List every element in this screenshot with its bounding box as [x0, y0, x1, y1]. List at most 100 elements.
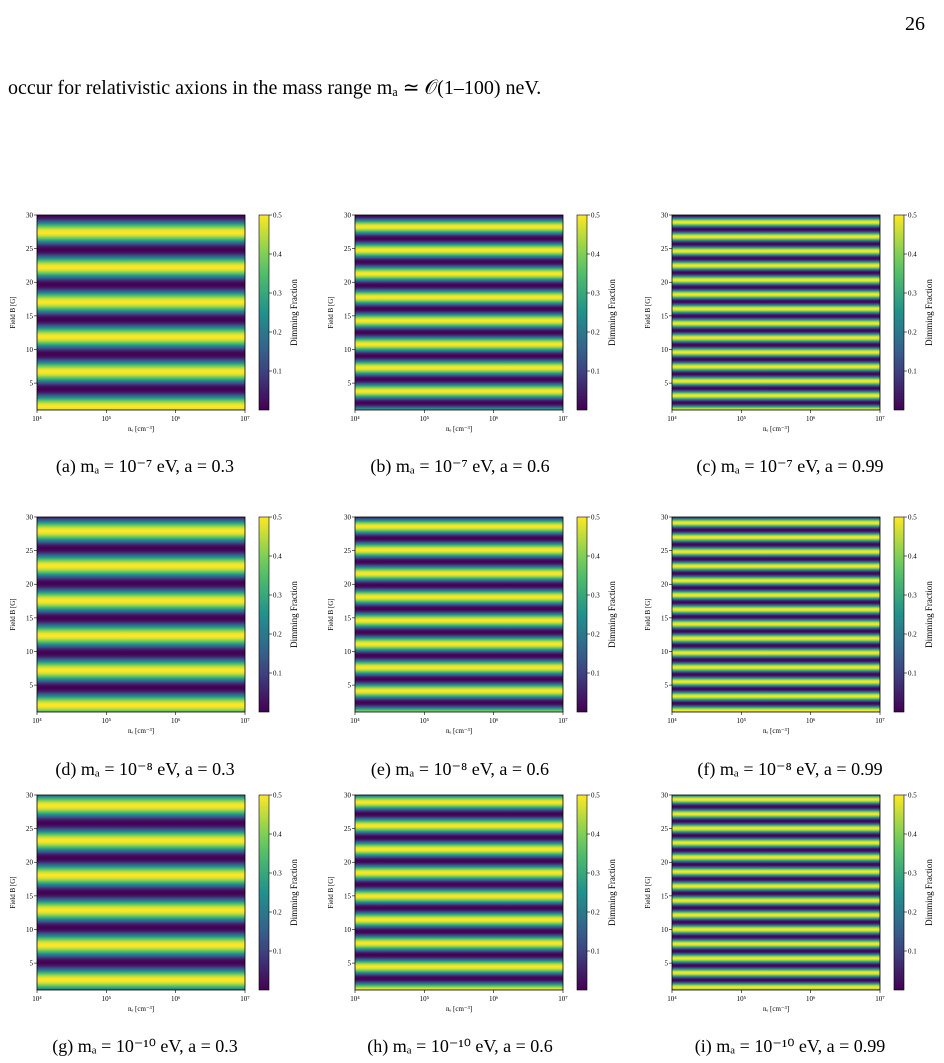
caption: (g) mₐ = 10⁻¹⁰ eV, a = 0.3 [52, 1036, 237, 1057]
colorbar-tick-label: 0.3 [273, 870, 282, 878]
colorbar-tick-label: 0.2 [591, 631, 600, 639]
colorbar-label: Dimming Fraction [924, 279, 934, 346]
colorbar-tick-label: 0.1 [591, 948, 600, 956]
x-tick-label: 10⁷ [558, 415, 568, 423]
y-axis-label: Field B [G] [9, 876, 17, 908]
y-tick-label: 20 [26, 859, 34, 867]
x-tick-label: 10⁶ [171, 415, 181, 423]
y-tick-label: 15 [344, 312, 352, 320]
x-tick-label: 10⁴ [667, 415, 677, 423]
x-tick-label: 10⁷ [875, 995, 885, 1003]
heatmap [36, 516, 246, 713]
x-tick-label: 10⁶ [806, 415, 816, 423]
y-tick-label: 30 [661, 792, 669, 800]
y-tick-label: 20 [344, 859, 352, 867]
caption: (a) mₐ = 10⁻⁷ eV, a = 0.3 [56, 456, 234, 477]
y-tick-label: 25 [26, 245, 34, 253]
y-tick-label: 5 [348, 682, 352, 690]
y-tick-label: 25 [661, 825, 669, 833]
y-tick-label: 10 [344, 346, 352, 354]
caption: (e) mₐ = 10⁻⁸ eV, a = 0.6 [371, 759, 549, 780]
colorbar-tick-label: 0.4 [273, 251, 282, 259]
x-tick-label: 10⁴ [667, 995, 677, 1003]
heatmap [354, 794, 564, 991]
y-tick-label: 30 [26, 514, 34, 522]
colorbar-tick-label: 0.2 [273, 631, 282, 639]
colorbar-tick-label: 0.1 [908, 670, 917, 678]
panel: 5 10 15 20 25 30 10⁴ 10⁵ 10⁶ 10⁷ nₑ [cm⁻³] Field B … [327, 792, 617, 1058]
colorbar [258, 214, 270, 411]
y-axis-label: Field B [G] [644, 296, 652, 328]
x-tick-label: 10⁷ [558, 995, 568, 1003]
y-tick-label: 5 [348, 960, 352, 968]
heatmap [36, 794, 246, 991]
colorbar-tick-label: 0.2 [591, 909, 600, 917]
caption: (i) mₐ = 10⁻¹⁰ eV, a = 0.99 [695, 1036, 886, 1057]
x-axis-label: nₑ [cm⁻³] [763, 1005, 789, 1013]
colorbar-tick-label: 0.2 [591, 329, 600, 337]
colorbar-tick-label: 0.4 [591, 251, 600, 259]
colorbar-tick-label: 0.1 [273, 368, 282, 376]
x-tick-label: 10⁴ [32, 717, 42, 725]
colorbar-tick-label: 0.3 [908, 870, 917, 878]
colorbar-tick-label: 0.4 [908, 831, 917, 839]
body-text: occur for relativistic axions in the mas… [8, 77, 541, 99]
panel: 5 10 15 20 25 30 10⁴ 10⁵ 10⁶ 10⁷ nₑ [cm⁻³] Field B … [9, 792, 299, 1058]
y-tick-label: 25 [344, 825, 352, 833]
colorbar-tick-label: 0.2 [908, 909, 917, 917]
colorbar-label: Dimming Fraction [289, 859, 299, 926]
x-tick-label: 10⁶ [489, 995, 499, 1003]
x-tick-label: 10⁵ [420, 995, 430, 1003]
heatmap [354, 214, 564, 411]
y-tick-label: 25 [26, 547, 34, 555]
y-tick-label: 10 [661, 648, 669, 656]
y-tick-label: 10 [661, 926, 669, 934]
x-tick-label: 10⁴ [32, 995, 42, 1003]
colorbar-tick-label: 0.5 [273, 792, 282, 800]
y-tick-label: 20 [661, 859, 669, 867]
panel: 5 10 15 20 25 30 10⁴ 10⁵ 10⁶ 10⁷ nₑ [cm⁻³] Field B … [644, 514, 934, 781]
panel: 5 10 15 20 25 30 10⁴ 10⁵ 10⁶ 10⁷ nₑ [cm⁻³] Field B … [9, 212, 299, 478]
y-tick-label: 30 [661, 212, 669, 220]
y-axis-label: Field B [G] [644, 876, 652, 908]
colorbar-tick-label: 0.2 [908, 631, 917, 639]
y-tick-label: 25 [344, 245, 352, 253]
colorbar-label: Dimming Fraction [289, 581, 299, 648]
y-tick-label: 30 [344, 792, 352, 800]
x-tick-label: 10⁷ [240, 995, 250, 1003]
x-tick-label: 10⁴ [350, 995, 360, 1003]
y-tick-label: 30 [344, 212, 352, 220]
colorbar-label: Dimming Fraction [607, 279, 617, 346]
heatmap [671, 516, 881, 713]
x-tick-label: 10⁴ [667, 717, 677, 725]
x-tick-label: 10⁴ [350, 717, 360, 725]
y-tick-label: 15 [661, 892, 669, 900]
colorbar-label: Dimming Fraction [289, 279, 299, 346]
x-tick-label: 10⁶ [171, 995, 181, 1003]
y-tick-label: 5 [665, 960, 669, 968]
y-axis-label: Field B [G] [327, 296, 335, 328]
colorbar-tick-label: 0.1 [908, 948, 917, 956]
colorbar-tick-label: 0.3 [591, 870, 600, 878]
y-tick-label: 25 [661, 245, 669, 253]
x-axis-label: nₑ [cm⁻³] [763, 727, 789, 735]
colorbar-tick-label: 0.5 [908, 212, 917, 220]
x-tick-label: 10⁵ [737, 717, 747, 725]
colorbar-tick-label: 0.4 [591, 831, 600, 839]
x-axis-label: nₑ [cm⁻³] [446, 1005, 472, 1013]
y-axis-label: Field B [G] [327, 876, 335, 908]
y-tick-label: 20 [344, 279, 352, 287]
colorbar-tick-label: 0.1 [273, 948, 282, 956]
colorbar-tick-label: 0.3 [908, 592, 917, 600]
colorbar-tick-label: 0.2 [908, 329, 917, 337]
x-tick-label: 10⁶ [489, 717, 499, 725]
y-tick-label: 25 [344, 547, 352, 555]
y-tick-label: 20 [344, 581, 352, 589]
y-tick-label: 10 [344, 648, 352, 656]
colorbar-tick-label: 0.5 [908, 792, 917, 800]
colorbar [893, 794, 905, 991]
y-axis-label: Field B [G] [9, 598, 17, 630]
x-tick-label: 10⁴ [350, 415, 360, 423]
colorbar-tick-label: 0.1 [591, 368, 600, 376]
